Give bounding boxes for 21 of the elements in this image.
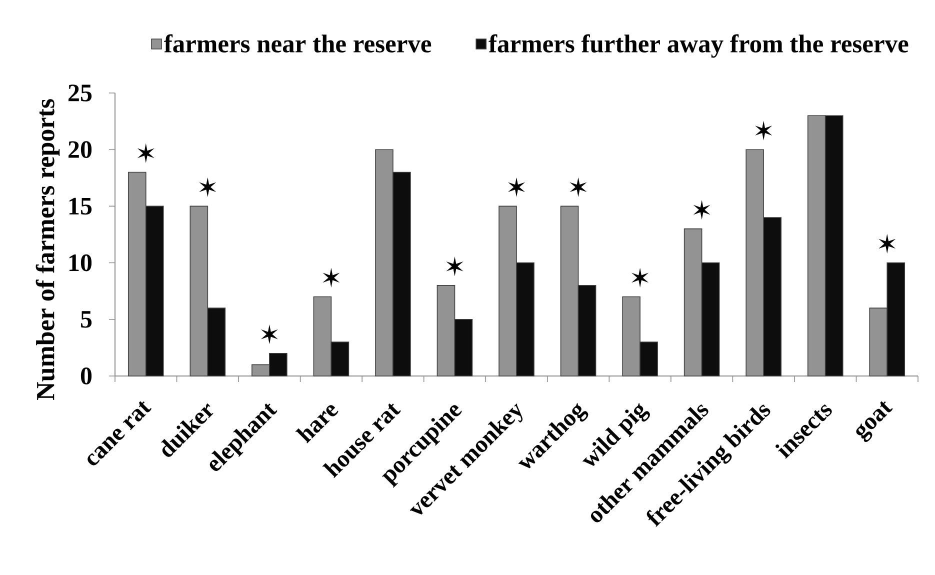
data-label: ✶	[632, 268, 649, 288]
data-label: ✶	[508, 177, 526, 197]
y-tick-label: 15	[69, 198, 92, 215]
data-label: ✶	[878, 234, 896, 254]
y-axis-title: Number of farmers reports	[36, 99, 60, 400]
data-label: ✶	[446, 256, 464, 276]
y-tick-label: 10	[69, 254, 92, 272]
data-label: ✶	[693, 200, 710, 220]
data-label: ✶	[755, 120, 772, 140]
y-tick-label: 0	[80, 368, 92, 384]
data-label: ✶	[137, 143, 154, 164]
data-label: ✶	[570, 177, 587, 197]
data-label: ✶	[322, 268, 340, 288]
y-tick-label: 20	[68, 141, 92, 158]
x-tick-label: cane rat	[88, 401, 152, 466]
y-tick-label: 5	[80, 311, 92, 328]
legend-label: farmers further away from the reserve	[488, 34, 908, 58]
y-tick-label: 25	[68, 84, 92, 102]
data-label: ✶	[199, 177, 216, 197]
legend-label: farmers near the reserve	[164, 34, 432, 53]
data-label: ✶	[260, 324, 278, 344]
